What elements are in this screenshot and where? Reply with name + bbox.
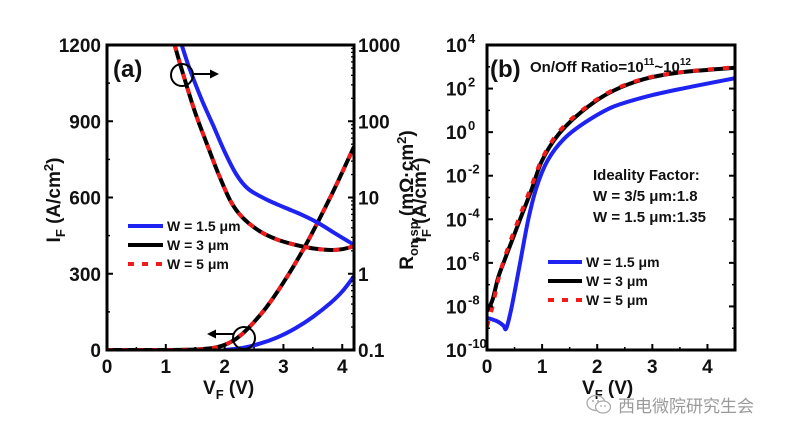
y-tick-exponent: -2: [468, 162, 480, 177]
panel-a-label: (a): [113, 56, 142, 83]
y-tick-label: 10: [446, 80, 467, 101]
watermark-text: 西电微院研究生会: [618, 397, 754, 417]
arrow-right-head: [210, 69, 219, 79]
y-tick-label: 10: [446, 297, 467, 318]
y-tick-exponent: -8: [468, 292, 480, 307]
panel-a-ticks: 0 1 2 3 4 0 300 600 900 1200 0.1 1 10 100 1000: [59, 36, 401, 378]
panel-a-xlabel: VF (V): [203, 378, 254, 402]
series-if-dotted-red: [487, 65, 735, 328]
y-tick-exponent: 4: [468, 31, 476, 46]
series-ronsp-dotted-red: [172, 45, 354, 253]
y-tick-label: 600: [69, 189, 101, 210]
y-tick-label: 10: [446, 210, 467, 231]
ideality-factor-w35: W = 3/5 μm:1.8: [593, 188, 698, 205]
panel-a: 0 1 2 3 4 0 300 600 900 1200 0.1 1 10 100 1000 (a) W =…: [41, 36, 421, 402]
x-tick-label: 4: [337, 357, 348, 378]
y-tick-label: 0: [90, 341, 101, 362]
y-tick-label: 900: [69, 112, 101, 133]
ideality-factor-w15: W = 1.5 μm:1.35: [593, 209, 706, 226]
watermark: 西电微院研究生会: [586, 392, 754, 417]
panel-a-legend: W = 1.5 μm W = 3 μm W = 5 μm: [128, 218, 241, 272]
legend-entry-2: W = 3 μm: [167, 237, 229, 253]
x-tick-label: 2: [219, 357, 230, 378]
legend-entry-3: W = 5 μm: [167, 256, 229, 272]
x-tick-label: 0: [482, 357, 493, 378]
series-if-solid-blue: [224, 275, 354, 350]
panel-b-title: On/Off Ratio=1011~1012: [530, 57, 691, 76]
legend-entry-1: W = 1.5 μm: [586, 254, 660, 270]
x-tick-label: 2: [592, 357, 603, 378]
y-tick-exponent: -10: [468, 336, 487, 351]
y-tick-label: 10: [446, 167, 467, 188]
y2-tick-label: 1: [358, 265, 369, 286]
arrow-left-head: [207, 329, 216, 339]
legend-entry-3: W = 5 μm: [586, 292, 648, 308]
series-if-solid-blue: [487, 76, 735, 332]
panel-a-ylabel: IF (A/cm2): [41, 158, 68, 243]
panel-b-xlabel: VF (V): [582, 378, 633, 402]
y2-tick-label: 0.1: [358, 341, 385, 362]
x-tick-label: 0: [102, 357, 113, 378]
y-tick-label: 300: [69, 265, 101, 286]
x-tick-label: 1: [537, 357, 548, 378]
legend-entry-2: W = 3 μm: [586, 273, 648, 289]
y-tick-label: 10: [446, 341, 467, 362]
x-tick-label: 3: [278, 357, 289, 378]
x-tick-label: 1: [161, 357, 172, 378]
panel-b-legend: W = 1.5 μm W = 3 μm W = 5 μm: [548, 254, 660, 308]
panel-b-curves: [487, 65, 735, 332]
panel-b-label: (b): [490, 56, 521, 83]
y-tick-label: 10: [446, 123, 467, 144]
left-axis-indicator: [207, 326, 256, 350]
series-ronsp-solid-blue: [179, 45, 354, 247]
y-tick-exponent: -4: [468, 205, 480, 220]
y-tick-exponent: 2: [468, 75, 475, 90]
panel-a-curves: [107, 45, 354, 350]
ideality-factor-heading: Ideality Factor:: [593, 167, 700, 184]
annotation-circle-lower: [232, 326, 256, 350]
svg-text:VF (V): VF (V): [203, 378, 254, 402]
y2-tick-label: 10: [358, 189, 379, 210]
y-tick-exponent: 0: [468, 118, 475, 133]
right-axis-indicator: [170, 63, 219, 87]
panel-b-ylabel: IF (A/cm2): [407, 158, 434, 243]
svg-text:IF (A/cm2): IF (A/cm2): [407, 158, 434, 243]
wechat-icon: [586, 394, 612, 414]
y2-tick-label: 100: [358, 112, 390, 133]
legend-entry-1: W = 1.5 μm: [167, 218, 241, 234]
y2-tick-label: 1000: [358, 36, 400, 57]
svg-text:VF (V): VF (V): [582, 378, 633, 402]
y-tick-label: 1200: [59, 36, 101, 57]
y-tick-exponent: -6: [468, 249, 480, 264]
x-tick-label: 4: [702, 357, 713, 378]
y-tick-label: 10: [446, 36, 467, 57]
y-tick-label: 10: [446, 254, 467, 275]
x-tick-label: 3: [647, 357, 658, 378]
svg-text:IF (A/cm2): IF (A/cm2): [41, 158, 68, 243]
